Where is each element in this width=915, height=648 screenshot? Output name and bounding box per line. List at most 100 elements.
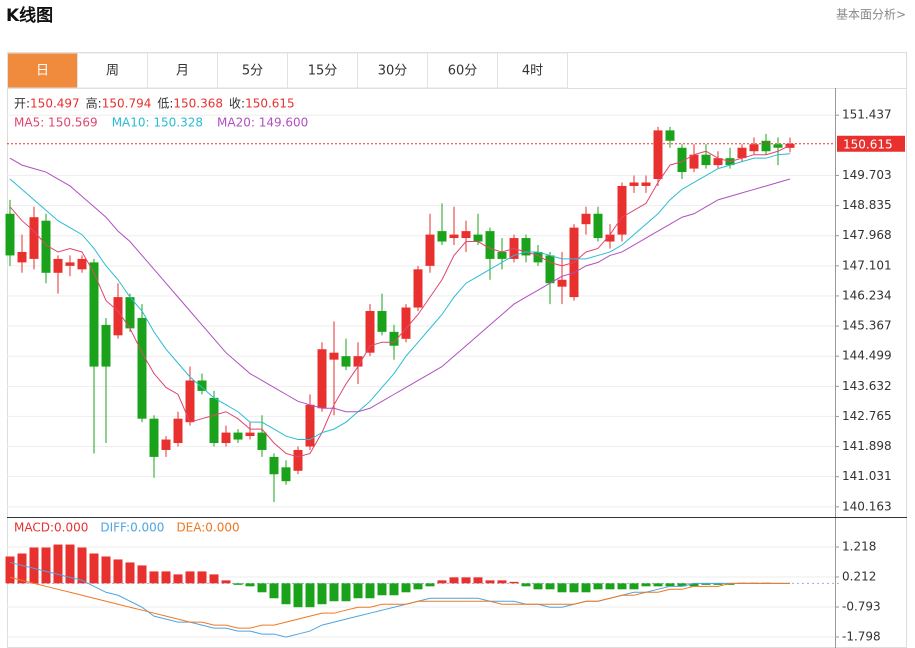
macd-bar xyxy=(77,547,87,584)
legend-text: 150.794 xyxy=(102,97,152,111)
candle-body xyxy=(221,432,231,444)
macd-bar xyxy=(293,583,303,608)
candle-body xyxy=(53,258,63,273)
tab[interactable] xyxy=(217,52,288,89)
legend-text: MACD:0.000 xyxy=(14,521,88,535)
candle-body xyxy=(185,380,195,423)
candle-body xyxy=(233,432,243,440)
candle-body xyxy=(113,297,123,336)
candle-body xyxy=(257,432,267,450)
candle-body xyxy=(89,262,99,367)
tab[interactable] xyxy=(77,52,148,89)
candle-body xyxy=(665,130,675,141)
macd-bar xyxy=(221,580,231,584)
legend-text: DEA:0.000 xyxy=(176,521,239,535)
tab-label[interactable]: 30分 xyxy=(378,64,408,79)
candle-body xyxy=(161,439,171,450)
macd-bar xyxy=(113,559,123,584)
tab-label[interactable]: 周 xyxy=(106,64,119,79)
tab-label[interactable]: 5分 xyxy=(242,64,263,79)
indicator-line xyxy=(9,561,790,638)
macd-bar xyxy=(665,583,675,587)
candle-body xyxy=(449,234,459,239)
macd-bar xyxy=(161,571,171,584)
y-tick-label: 147.101 xyxy=(842,258,892,272)
macd-bar xyxy=(17,553,27,584)
macd-bar xyxy=(461,577,471,584)
tab[interactable] xyxy=(427,52,498,89)
candle-body xyxy=(689,154,699,169)
macd-bar xyxy=(281,583,291,605)
y-tick-label: 149.703 xyxy=(842,168,892,182)
y-tick-label: 147.968 xyxy=(842,228,892,242)
candle-body xyxy=(293,449,303,471)
macd-bar xyxy=(365,583,375,599)
y-tick-label: 146.234 xyxy=(842,288,892,302)
candle-body xyxy=(137,317,147,419)
macd-bar xyxy=(317,583,327,605)
macd-bar xyxy=(509,581,519,584)
macd-bar xyxy=(569,583,579,593)
candle-body xyxy=(401,307,411,339)
macd-bar xyxy=(425,583,435,587)
tab[interactable] xyxy=(357,52,428,89)
candle-body xyxy=(605,234,615,242)
legend-text: 150.497 xyxy=(30,97,80,111)
macd-bar xyxy=(725,583,735,585)
candle-body xyxy=(77,258,87,270)
candle-body xyxy=(413,269,423,308)
macd-bar xyxy=(101,556,111,584)
macd-bar xyxy=(677,583,687,587)
candle-body xyxy=(701,154,711,166)
macd-bar xyxy=(89,553,99,584)
macd-bar xyxy=(173,574,183,584)
macd-bar xyxy=(533,583,543,590)
candle-body xyxy=(329,352,339,360)
candle-body xyxy=(341,356,351,367)
macd-bar xyxy=(653,583,663,587)
macd-bar xyxy=(437,580,447,584)
tab[interactable] xyxy=(287,52,358,89)
candle-body xyxy=(5,213,15,256)
legend-text: 150.368 xyxy=(173,97,223,111)
tab[interactable] xyxy=(7,52,78,89)
indicator-line xyxy=(9,153,791,441)
candle-body xyxy=(41,220,51,273)
macd-bar xyxy=(65,544,75,584)
candle-body xyxy=(473,234,483,242)
candle-body xyxy=(773,144,783,148)
candle-body xyxy=(497,251,507,259)
legend-text: MA20: 149.600 xyxy=(217,116,308,130)
candle-body xyxy=(377,311,387,332)
legend-text: 150.615 xyxy=(245,97,295,111)
macd-bar xyxy=(401,583,411,593)
last-price-tag xyxy=(837,135,905,152)
candle-body xyxy=(641,182,651,186)
tab-label[interactable]: 4时 xyxy=(522,64,543,79)
candle-body xyxy=(425,234,435,266)
candle-body xyxy=(485,231,495,259)
candle-body xyxy=(629,182,639,186)
fundamentals-link[interactable]: 基本面分析> xyxy=(836,8,906,22)
tab[interactable] xyxy=(497,52,568,89)
tab-label[interactable]: 15分 xyxy=(308,64,338,79)
candle-body xyxy=(101,324,111,367)
candle-body xyxy=(533,251,543,263)
legend-text: 高: xyxy=(86,96,102,111)
tab-label[interactable]: 日 xyxy=(36,64,49,79)
macd-bar xyxy=(29,547,39,584)
candle-body xyxy=(461,231,471,239)
legend-text: MA5: 150.569 xyxy=(14,116,98,130)
legend-text: DIFF:0.000 xyxy=(100,521,164,535)
candle-body xyxy=(17,251,27,263)
tab-label[interactable]: 60分 xyxy=(448,64,478,79)
macd-bar xyxy=(545,583,555,590)
indicator-line xyxy=(9,157,791,413)
tab-label[interactable]: 月 xyxy=(176,64,189,79)
macd-bar xyxy=(41,547,51,584)
candle-body xyxy=(245,432,255,437)
macd-bar xyxy=(149,571,159,584)
legend-text: 开: xyxy=(14,97,30,111)
macd-bar xyxy=(617,583,627,590)
candle-body xyxy=(437,231,447,242)
